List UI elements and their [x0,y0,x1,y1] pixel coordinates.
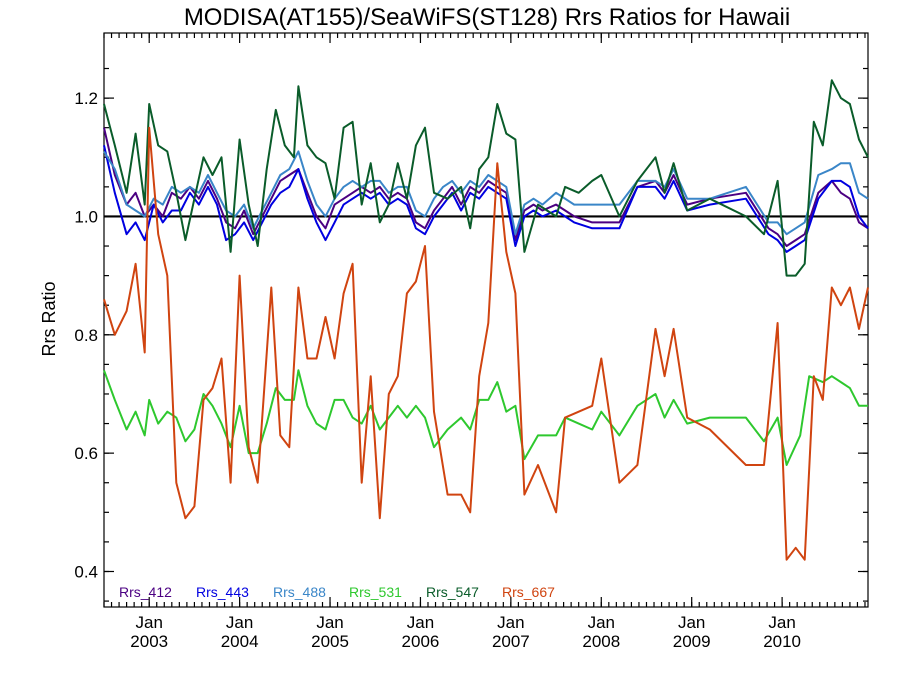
x-tick-year: 2007 [492,632,530,651]
y-ticks: 0.4 0.6 0.8 1.0 1.2 [74,67,868,602]
x-tick-year: 2010 [763,632,801,651]
x-tick-month: Jan [407,613,434,632]
x-tick-year: 2006 [402,632,440,651]
y-axis-label: Rrs Ratio [39,281,59,356]
series-group [103,79,869,561]
series-line-rrs-531 [103,369,868,466]
x-tick-month: Jan [226,613,253,632]
series-line-rrs-443 [103,145,869,253]
x-ticks: Jan2003Jan2004Jan2005Jan2006Jan2007Jan20… [103,33,866,651]
legend-item-rrs-667: Rrs_667 [502,584,555,600]
y-tick-label: 1.2 [74,89,98,108]
x-tick-year: 2008 [582,632,620,651]
x-tick-month: Jan [588,613,615,632]
legend: Rrs_412 Rrs_443 Rrs_488 Rrs_531 Rrs_547 Rrs_6… [119,584,555,600]
y-tick-label: 0.8 [74,326,98,345]
plot-area: 0.40.60.81.01.2 Jan2003Jan2004Jan2005Jan… [74,32,869,651]
y-tick-label: 1.0 [74,207,98,226]
x-tick-month: Jan [768,613,795,632]
legend-item-rrs-488: Rrs_488 [273,584,326,600]
chart-title: MODISA(AT155)/SeaWiFS(ST128) Rrs Ratios … [184,4,790,31]
x-tick-year: 2004 [221,632,259,651]
x-tick-month: Jan [497,613,524,632]
x-tick-year: 2005 [311,632,349,651]
y-tick-label: 0.6 [74,444,98,463]
x-tick-month: Jan [678,613,705,632]
x-tick-year: 2009 [673,632,711,651]
series-line-rrs-667 [103,126,869,561]
y-tick-label: 0.4 [74,562,98,581]
legend-item-rrs-412: Rrs_412 [119,584,172,600]
x-tick-month: Jan [135,613,162,632]
legend-item-rrs-547: Rrs_547 [426,584,479,600]
x-tick-year: 2003 [130,632,168,651]
series-line-rrs-547 [103,79,869,277]
series-line-rrs-488 [103,150,869,236]
series-line-rrs-412 [103,127,869,247]
plot-frame [103,32,869,608]
legend-item-rrs-443: Rrs_443 [196,584,249,600]
x-tick-month: Jan [316,613,343,632]
legend-item-rrs-531: Rrs_531 [349,584,402,600]
